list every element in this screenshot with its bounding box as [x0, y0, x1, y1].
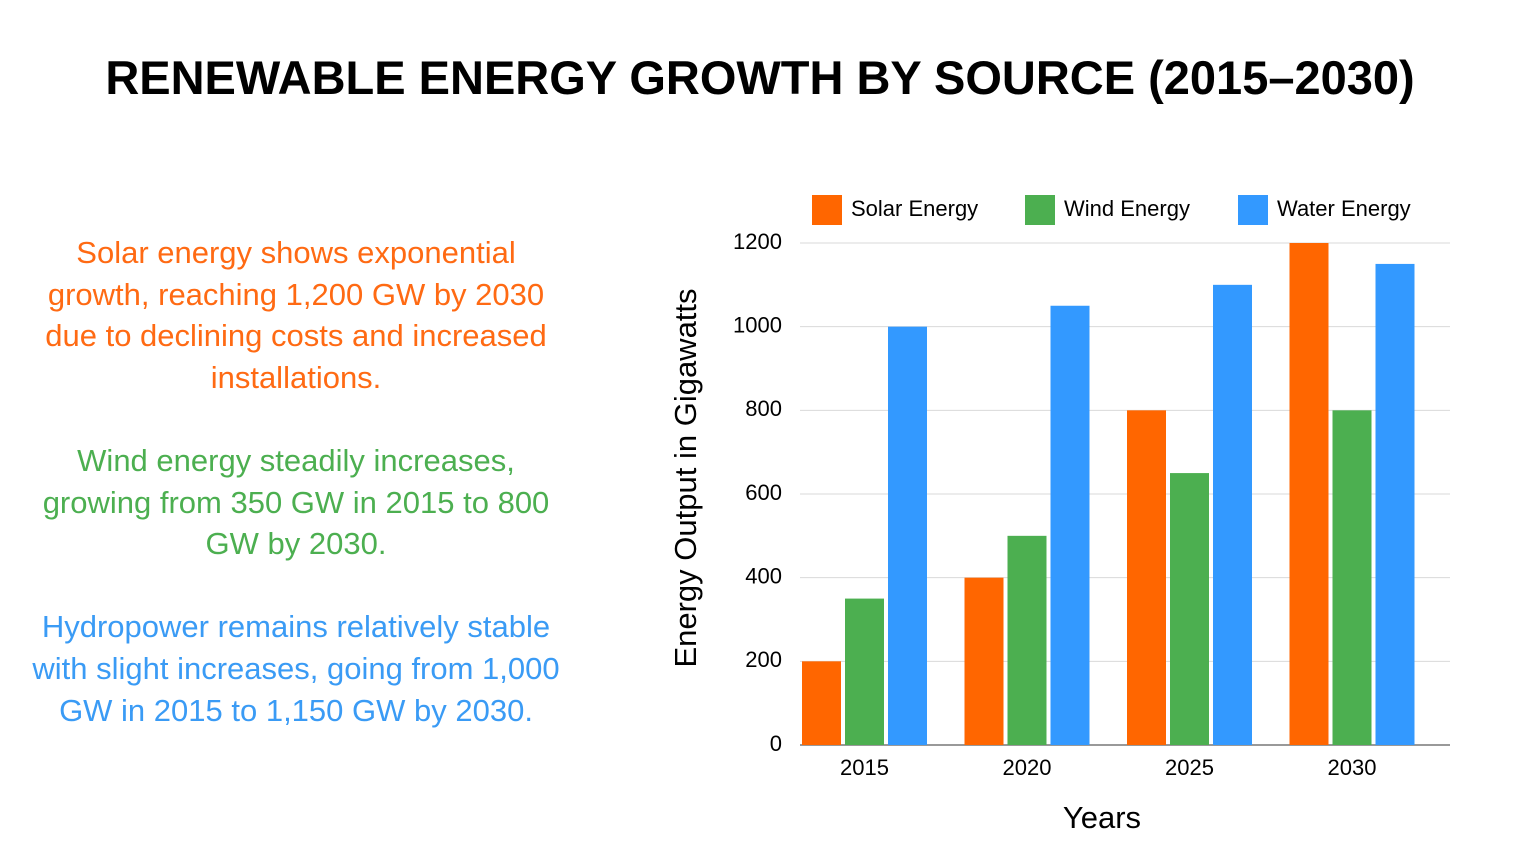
bar	[1289, 243, 1329, 745]
y-tick-label: 800	[745, 396, 782, 421]
slide-title: RENEWABLE ENERGY GROWTH BY SOURCE (2015–…	[105, 51, 1415, 104]
note: Hydropower remains relatively stable wit…	[32, 609, 560, 728]
legend-label: Wind Energy	[1064, 196, 1190, 221]
legend-swatch	[812, 195, 842, 225]
x-tick-label: 2015	[840, 755, 889, 780]
x-tick-label: 2025	[1165, 755, 1214, 780]
y-axis-title: Energy Output in Gigawatts	[668, 288, 703, 667]
legend-swatch	[1025, 195, 1055, 225]
legend-label: Solar Energy	[851, 196, 978, 221]
y-tick-label: 600	[745, 480, 782, 505]
bar	[1127, 410, 1166, 745]
note: Solar energy shows exponential growth, r…	[45, 235, 547, 395]
legend-swatch	[1238, 195, 1268, 225]
y-tick-label: 200	[745, 647, 782, 672]
bar	[1170, 473, 1209, 745]
y-tick-label: 1000	[733, 312, 782, 337]
bar	[802, 661, 841, 745]
note: Wind energy steadily increases, growing …	[42, 442, 550, 562]
x-tick-label: 2030	[1328, 755, 1377, 780]
bar	[1007, 535, 1047, 745]
bar	[1375, 263, 1415, 745]
bar	[845, 598, 884, 745]
x-tick-label: 2020	[1003, 755, 1052, 780]
legend-label: Water Energy	[1277, 196, 1411, 221]
bar	[888, 326, 927, 745]
y-tick-label: 0	[770, 731, 782, 756]
bar	[964, 577, 1004, 745]
y-tick-label: 400	[745, 563, 782, 588]
notes: Solar energy shows exponential growth, r…	[26, 232, 566, 773]
bar	[1332, 410, 1372, 745]
x-axis-title: Years	[1063, 800, 1141, 835]
y-tick-label: 1200	[733, 229, 782, 254]
bar	[1213, 284, 1252, 745]
bar	[1050, 305, 1090, 745]
